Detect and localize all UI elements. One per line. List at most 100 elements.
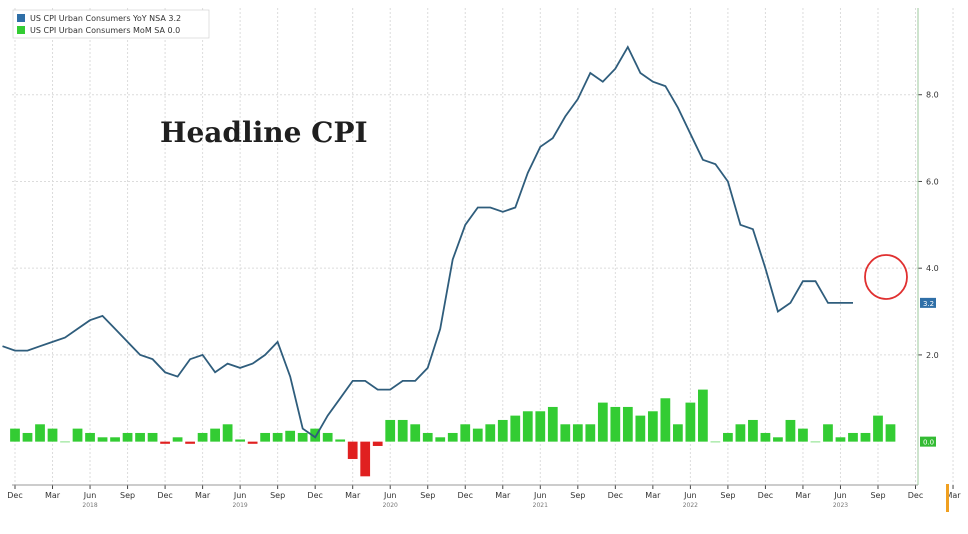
mom-bar: [335, 439, 346, 442]
y-tick-label: 4.0: [926, 264, 939, 273]
x-tick-label: Dec: [908, 491, 923, 500]
mom-bar: [748, 419, 758, 442]
highlight-circle: [864, 254, 908, 300]
mom-bar: [535, 411, 546, 442]
x-tick-label: Jun: [383, 491, 397, 500]
mom-last-value: 0.0: [923, 439, 934, 447]
mom-bar: [635, 415, 646, 442]
mom-bar: [835, 437, 846, 442]
mom-bar: [310, 428, 321, 442]
x-tick-label: Mar: [945, 491, 961, 500]
mom-bar: [360, 441, 371, 477]
yoy-last-value-bg: [920, 297, 936, 308]
mom-bar: [210, 428, 220, 442]
mom-bar: [710, 441, 721, 443]
x-tick-label: Mar: [195, 491, 211, 500]
mom-bar: [422, 432, 433, 442]
year-label: 2022: [683, 502, 698, 509]
mom-bar: [472, 428, 483, 442]
mom-bar: [385, 419, 396, 442]
mom-bar: [172, 437, 183, 442]
y-tick-label: 6.0: [926, 177, 939, 186]
mom-bars: [10, 389, 896, 477]
mom-bar: [560, 424, 571, 442]
x-tick-label: Dec: [157, 491, 172, 500]
mom-bar: [885, 424, 896, 442]
mom-bar: [285, 430, 296, 442]
mom-bar: [810, 441, 821, 443]
y-tick-label: 8.0: [926, 91, 939, 100]
legend-box: [12, 9, 210, 39]
year-label: 2019: [232, 502, 247, 509]
axes: 8.0 6.0 4.0 2.0 Dec Mar Jun Sep Dec Mar Jun Sep Dec M…: [7, 8, 961, 509]
x-tick-label: Sep: [420, 491, 435, 500]
x-tick-label: Jun: [233, 491, 247, 500]
mom-bar: [135, 432, 145, 442]
legend-label-yoy: US CPI Urban Consumers YoY NSA 3.2: [30, 14, 181, 23]
x-tick-label: Dec: [7, 491, 22, 500]
mom-bar: [197, 432, 208, 442]
mom-bar: [235, 439, 246, 442]
mom-bar: [848, 432, 858, 442]
mom-bar: [35, 424, 45, 442]
mom-bar: [597, 402, 608, 442]
mom-bar: [297, 432, 308, 442]
x-tick-label: Jun: [533, 491, 547, 500]
orange-marker: [946, 484, 949, 512]
mom-bar: [85, 432, 95, 442]
mom-bar: [347, 441, 358, 459]
mom-bar: [760, 432, 771, 442]
mom-bar: [435, 437, 446, 442]
x-tick-label: Sep: [120, 491, 135, 500]
mom-bar: [72, 428, 83, 442]
mom-bar: [22, 432, 33, 442]
mom-last-value-bg: [920, 436, 936, 447]
x-tick-label: Jun: [683, 491, 697, 500]
mom-bar: [510, 415, 521, 442]
mom-bar: [260, 432, 271, 442]
legend: US CPI Urban Consumers YoY NSA 3.2 US CPI…: [12, 9, 210, 39]
mom-bar: [97, 437, 108, 442]
mom-bar: [610, 406, 621, 442]
mom-bar: [647, 411, 658, 442]
x-tick-label: Mar: [795, 491, 811, 500]
x-tick-label: Mar: [495, 491, 511, 500]
mom-bar: [47, 428, 58, 442]
mom-bar: [185, 441, 195, 444]
mom-bar: [823, 424, 833, 442]
legend-label-mom: US CPI Urban Consumers MoM SA 0.0: [30, 26, 180, 35]
x-tick-label: Dec: [608, 491, 623, 500]
mom-bar: [410, 424, 421, 442]
mom-bar: [585, 424, 596, 442]
x-tick-label: Sep: [570, 491, 585, 500]
x-tick-label: Jun: [833, 491, 847, 500]
x-tick-label: Sep: [270, 491, 285, 500]
x-tick-label: Mar: [345, 491, 361, 500]
mom-bar: [372, 441, 383, 446]
mom-bar: [10, 428, 20, 442]
year-label: 2020: [383, 502, 398, 509]
mom-bar: [460, 424, 471, 442]
mom-bar: [447, 432, 458, 442]
mom-bar: [272, 432, 283, 442]
mom-bar: [672, 424, 683, 442]
mom-bar: [723, 432, 733, 442]
mom-bar: [547, 406, 558, 442]
mom-bar: [247, 441, 258, 444]
mom-bar: [322, 432, 333, 442]
year-label: 2023: [833, 502, 848, 509]
x-tick-label: Dec: [307, 491, 322, 500]
yoy-line-layer: [2, 45, 853, 439]
mom-bar: [860, 432, 871, 442]
grid: [12, 8, 954, 485]
year-label: 2018: [82, 502, 97, 509]
x-tick-label: Dec: [458, 491, 473, 500]
mom-bar: [497, 419, 508, 442]
mom-bar: [798, 428, 808, 442]
mom-bar: [147, 432, 158, 442]
x-tick-label: Mar: [645, 491, 661, 500]
mom-bar: [785, 419, 796, 442]
mom-bar: [660, 398, 671, 442]
